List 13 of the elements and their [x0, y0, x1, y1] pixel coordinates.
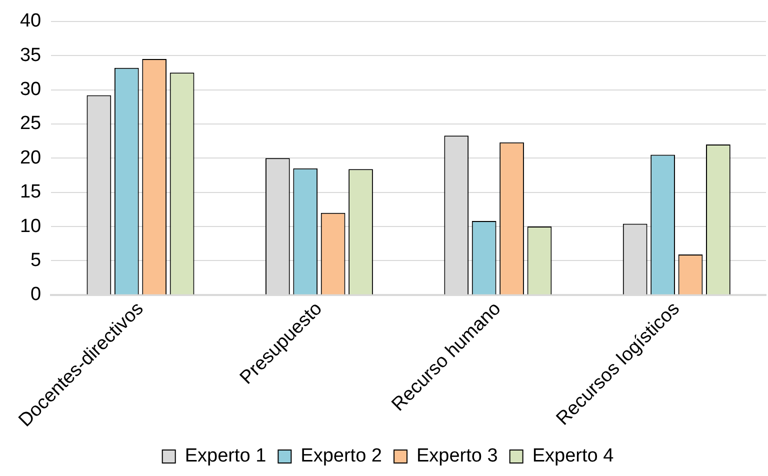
y-tick-label: 30	[20, 79, 42, 100]
y-tick-label: 25	[20, 113, 42, 134]
legend-label: Experto 2	[300, 446, 382, 467]
y-tick-label: 20	[20, 147, 42, 168]
y-tick-label: 0	[30, 284, 42, 306]
y-tick-label: 15	[20, 182, 42, 203]
legend-label: Experto 3	[416, 446, 498, 467]
y-tick-label: 40	[20, 10, 42, 32]
legend-label: Experto 4	[532, 446, 614, 467]
y-tick-label: 35	[20, 44, 42, 66]
y-tick-label: 5	[30, 250, 42, 271]
y-tick-label: 10	[20, 216, 42, 237]
legend-label: Experto 1	[184, 446, 266, 467]
